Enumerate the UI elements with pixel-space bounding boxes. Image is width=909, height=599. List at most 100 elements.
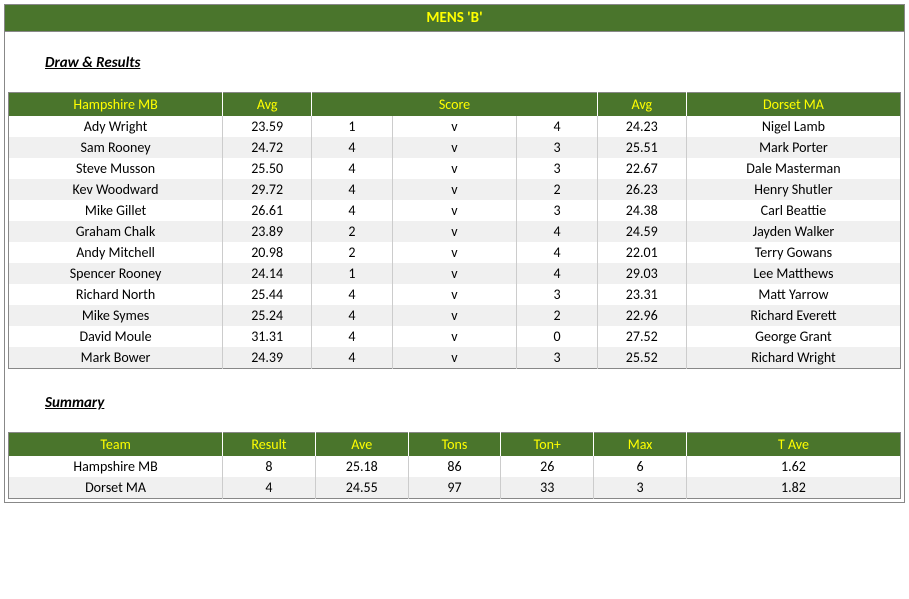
cell-la: 23.59 [223, 116, 312, 137]
table-row: David Moule31.314v027.52George Grant [9, 326, 901, 347]
cell-rp: George Grant [686, 326, 900, 347]
cell-result: 8 [223, 456, 316, 477]
cell-rp: Mark Porter [686, 137, 900, 158]
cell-lp: Mike Gillet [9, 200, 223, 221]
table-row: Ady Wright23.591v424.23Nigel Lamb [9, 116, 901, 137]
cell-la: 25.50 [223, 158, 312, 179]
table-row: Mike Symes25.244v222.96Richard Everett [9, 305, 901, 326]
cell-ls: 4 [312, 284, 392, 305]
cell-lp: Ady Wright [9, 116, 223, 137]
table-row: Richard North25.444v323.31Matt Yarrow [9, 284, 901, 305]
cell-la: 31.31 [223, 326, 312, 347]
cell-rp: Richard Wright [686, 347, 900, 369]
cell-v: v [392, 305, 517, 326]
cell-la: 24.14 [223, 263, 312, 284]
cell-tons: 86 [408, 456, 501, 477]
cell-ra: 23.31 [597, 284, 686, 305]
cell-ls: 4 [312, 326, 392, 347]
cell-rs: 3 [517, 284, 597, 305]
cell-v: v [392, 116, 517, 137]
table-row: Sam Rooney24.724v325.51Mark Porter [9, 137, 901, 158]
cell-ls: 4 [312, 305, 392, 326]
table-row: Mike Gillet26.614v324.38Carl Beattie [9, 200, 901, 221]
cell-tons: 97 [408, 477, 501, 499]
cell-ra: 22.96 [597, 305, 686, 326]
cell-v: v [392, 158, 517, 179]
cell-rs: 4 [517, 263, 597, 284]
cell-la: 26.61 [223, 200, 312, 221]
table-row: Mark Bower24.394v325.52Richard Wright [9, 347, 901, 369]
cell-rs: 3 [517, 200, 597, 221]
cell-max: 6 [594, 456, 687, 477]
cell-rp: Richard Everett [686, 305, 900, 326]
cell-ra: 25.51 [597, 137, 686, 158]
cell-ls: 4 [312, 158, 392, 179]
table-row: Kev Woodward29.724v226.23Henry Shutler [9, 179, 901, 200]
cell-la: 20.98 [223, 242, 312, 263]
col-tonplus: Ton+ [501, 433, 594, 457]
cell-ls: 4 [312, 137, 392, 158]
cell-ls: 2 [312, 221, 392, 242]
cell-rp: Lee Matthews [686, 263, 900, 284]
cell-v: v [392, 326, 517, 347]
cell-team: Dorset MA [9, 477, 223, 499]
cell-rs: 0 [517, 326, 597, 347]
cell-ra: 22.01 [597, 242, 686, 263]
cell-rp: Nigel Lamb [686, 116, 900, 137]
cell-rs: 3 [517, 347, 597, 369]
cell-ra: 25.52 [597, 347, 686, 369]
cell-la: 23.89 [223, 221, 312, 242]
cell-tave: 1.82 [686, 477, 900, 499]
cell-lp: Spencer Rooney [9, 263, 223, 284]
col-score: Score [312, 93, 597, 117]
col-right-team: Dorset MA [686, 93, 900, 117]
col-tons: Tons [408, 433, 501, 457]
cell-ls: 4 [312, 200, 392, 221]
table-row: Andy Mitchell20.982v422.01Terry Gowans [9, 242, 901, 263]
col-tave: T Ave [686, 433, 900, 457]
cell-rs: 4 [517, 221, 597, 242]
cell-tave: 1.62 [686, 456, 900, 477]
cell-ra: 22.67 [597, 158, 686, 179]
col-max: Max [594, 433, 687, 457]
cell-ave: 24.55 [315, 477, 408, 499]
cell-rs: 2 [517, 179, 597, 200]
col-left-avg: Avg [223, 93, 312, 117]
summary-section-title: Summary [5, 372, 904, 432]
cell-ls: 2 [312, 242, 392, 263]
cell-tonplus: 26 [501, 456, 594, 477]
cell-team: Hampshire MB [9, 456, 223, 477]
cell-max: 3 [594, 477, 687, 499]
cell-ave: 25.18 [315, 456, 408, 477]
table-row: Hampshire MB825.18862661.62 [9, 456, 901, 477]
col-ave: Ave [315, 433, 408, 457]
cell-lp: Sam Rooney [9, 137, 223, 158]
cell-ra: 24.59 [597, 221, 686, 242]
cell-ra: 26.23 [597, 179, 686, 200]
cell-la: 24.72 [223, 137, 312, 158]
cell-rp: Matt Yarrow [686, 284, 900, 305]
cell-lp: Mike Symes [9, 305, 223, 326]
table-row: Graham Chalk23.892v424.59Jayden Walker [9, 221, 901, 242]
cell-la: 29.72 [223, 179, 312, 200]
cell-v: v [392, 200, 517, 221]
cell-v: v [392, 221, 517, 242]
page-container: MENS 'B' Draw & Results Hampshire MB Avg… [4, 4, 905, 503]
cell-ls: 1 [312, 263, 392, 284]
results-section-title: Draw & Results [5, 32, 904, 92]
col-team: Team [9, 433, 223, 457]
cell-la: 25.24 [223, 305, 312, 326]
cell-rp: Jayden Walker [686, 221, 900, 242]
cell-rs: 3 [517, 158, 597, 179]
cell-v: v [392, 242, 517, 263]
cell-v: v [392, 179, 517, 200]
table-row: Spencer Rooney24.141v429.03Lee Matthews [9, 263, 901, 284]
col-right-avg: Avg [597, 93, 686, 117]
cell-la: 25.44 [223, 284, 312, 305]
cell-ra: 29.03 [597, 263, 686, 284]
results-table: Hampshire MB Avg Score Avg Dorset MA Ady… [8, 92, 901, 369]
col-result: Result [223, 433, 316, 457]
cell-v: v [392, 284, 517, 305]
cell-rs: 4 [517, 242, 597, 263]
summary-table: Team Result Ave Tons Ton+ Max T Ave Hamp… [8, 432, 901, 499]
